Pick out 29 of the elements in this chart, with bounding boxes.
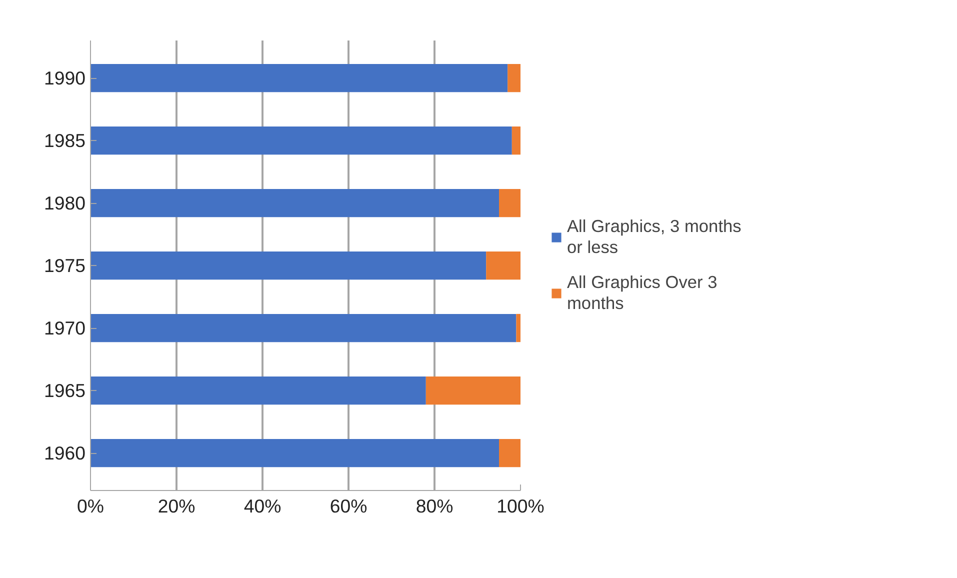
bar bbox=[90, 376, 426, 405]
x-tick-label: 100% bbox=[496, 496, 544, 516]
x-tick-label: 80% bbox=[416, 496, 454, 516]
y-tick-label: 1985 bbox=[44, 130, 86, 151]
bar bbox=[90, 126, 512, 155]
legend-label: All Graphics, 3 months or less bbox=[567, 216, 742, 258]
bar bbox=[90, 251, 486, 280]
bar bbox=[90, 64, 508, 92]
bar bbox=[499, 188, 520, 218]
y-tick-label: 1970 bbox=[44, 318, 86, 338]
x-tick-label: 40% bbox=[244, 496, 282, 516]
x-tick-label: 60% bbox=[330, 496, 368, 516]
bar bbox=[508, 64, 520, 92]
bar bbox=[426, 376, 520, 405]
bar bbox=[516, 314, 520, 342]
bar bbox=[90, 188, 499, 218]
y-tick-label: 1990 bbox=[44, 68, 86, 88]
legend-label: All Graphics Over 3 months bbox=[567, 272, 718, 314]
bar bbox=[90, 314, 516, 342]
bar bbox=[90, 438, 499, 468]
y-tick-label: 1965 bbox=[44, 380, 86, 401]
y-tick-label: 1980 bbox=[44, 192, 86, 214]
y-tick-label: 1960 bbox=[44, 442, 86, 464]
x-tick-label: 20% bbox=[158, 496, 196, 516]
y-tick-label: 1975 bbox=[44, 255, 86, 276]
bar bbox=[486, 251, 520, 280]
bar bbox=[512, 126, 520, 155]
bar bbox=[499, 438, 520, 468]
x-tick-label: 0% bbox=[77, 496, 104, 516]
